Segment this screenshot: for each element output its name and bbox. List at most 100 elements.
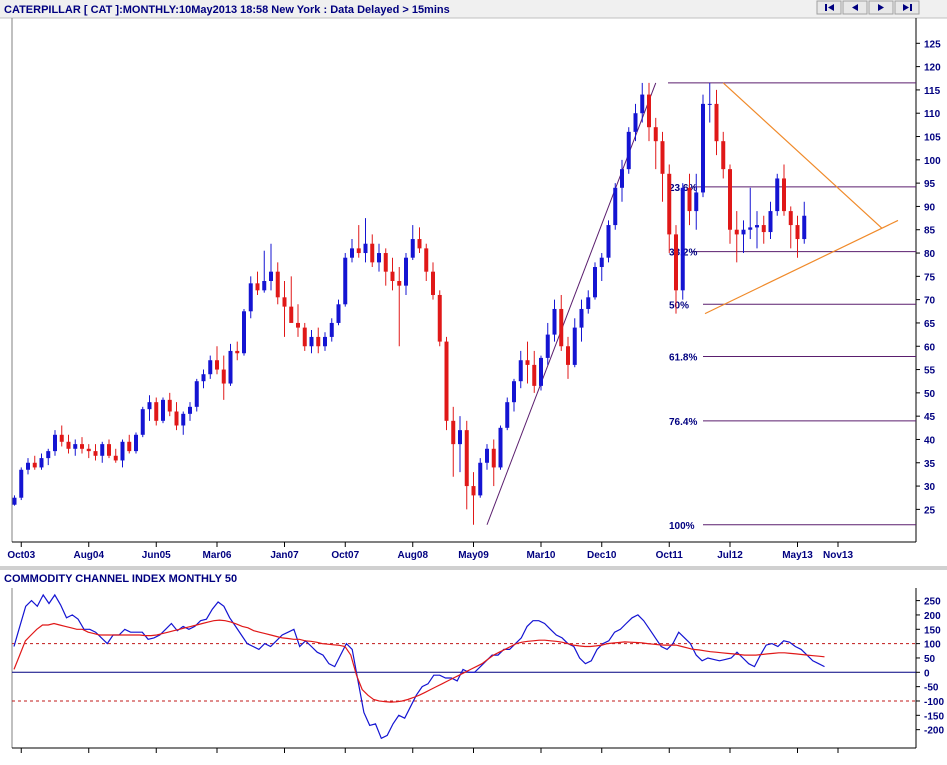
panel-separator[interactable] bbox=[0, 566, 947, 570]
trend-line bbox=[722, 82, 883, 229]
candle-body-up bbox=[518, 360, 523, 382]
candle-body-up bbox=[309, 336, 314, 347]
candle-body-down bbox=[424, 248, 429, 272]
price-y-tick-label: 95 bbox=[924, 179, 936, 190]
candle-body-down bbox=[417, 239, 422, 249]
candle-body-down bbox=[255, 283, 260, 291]
chart-title: CATERPILLAR [ CAT ]:MONTHLY:10May2013 18… bbox=[4, 4, 450, 16]
price-x-tick-label: Oct11 bbox=[656, 550, 684, 561]
candle-body-down bbox=[302, 327, 307, 347]
candle-body-up bbox=[262, 281, 267, 291]
price-y-tick-label: 80 bbox=[924, 249, 936, 260]
candle-body-down bbox=[782, 178, 786, 212]
candle-body-up bbox=[39, 458, 44, 468]
candle-body-up bbox=[53, 434, 57, 452]
candle-body-up bbox=[775, 178, 780, 212]
candle-body-up bbox=[680, 187, 685, 291]
candle-body-down bbox=[59, 434, 64, 442]
candlesticks bbox=[12, 82, 807, 525]
cci-x-ticks bbox=[20, 748, 839, 753]
first-icon[interactable] bbox=[816, 0, 842, 15]
candle-body-down bbox=[788, 211, 793, 226]
price-y-tick-label: 105 bbox=[924, 133, 941, 144]
candle-body-down bbox=[397, 281, 402, 286]
candle-body-up bbox=[46, 451, 51, 459]
price-y-tick-label: 50 bbox=[924, 389, 936, 400]
price-x-tick-label: May13 bbox=[782, 550, 813, 561]
price-y-tick-label: 70 bbox=[924, 296, 936, 307]
cci-average-line bbox=[13, 619, 825, 703]
next-icon[interactable] bbox=[868, 0, 894, 15]
candle-body-up bbox=[147, 402, 152, 410]
candle-body-up bbox=[329, 322, 334, 337]
candle-body-down bbox=[721, 141, 726, 170]
candle-body-up bbox=[208, 360, 213, 375]
candle-body-up bbox=[140, 409, 145, 435]
candle-body-up bbox=[613, 187, 618, 226]
candle-body-down bbox=[761, 225, 766, 233]
candle-body-down bbox=[431, 271, 435, 295]
fib-label: 100% bbox=[669, 521, 695, 532]
candle-body-down bbox=[215, 360, 219, 370]
candle-body-up bbox=[181, 413, 186, 426]
candle-body-up bbox=[161, 399, 165, 421]
price-y-tick-label: 75 bbox=[924, 272, 936, 283]
candle-body-down bbox=[674, 234, 678, 291]
candle-body-down bbox=[127, 441, 132, 452]
price-x-ticks: Oct03 Aug04 Jun05 Mar06 Jan07 Oct07 Aug08 May09… bbox=[7, 542, 853, 561]
candle-body-down bbox=[451, 420, 456, 445]
candle-body-up bbox=[485, 448, 489, 463]
candle-body-up bbox=[640, 94, 645, 114]
price-x-tick-label: Jan07 bbox=[270, 550, 299, 561]
price-x-tick-label: Oct03 bbox=[7, 550, 35, 561]
cci-lines bbox=[13, 593, 825, 740]
prev-icon[interactable] bbox=[842, 0, 868, 15]
price-x-tick-label: Oct07 bbox=[331, 550, 359, 561]
candle-body-down bbox=[667, 173, 672, 235]
candle-body-up bbox=[512, 381, 516, 403]
candle-body-up bbox=[755, 225, 759, 228]
candle-body-up bbox=[498, 427, 503, 468]
candle-body-up bbox=[188, 406, 192, 414]
price-y-tick-label: 30 bbox=[924, 482, 936, 493]
candle-body-up bbox=[19, 469, 24, 498]
price-x-tick-label: Mar10 bbox=[527, 550, 556, 561]
candle-body-up bbox=[458, 430, 462, 445]
price-panel: 25 30 35 40 45 50 55 60 65 70 75 80 85 90 95 100 105 110 1… bbox=[7, 18, 941, 561]
candle-body-up bbox=[201, 374, 206, 382]
candle-body-up bbox=[248, 283, 253, 312]
cci-y-tick-label: -50 bbox=[924, 683, 939, 694]
candle-body-up bbox=[768, 211, 773, 233]
last-icon[interactable] bbox=[894, 0, 920, 15]
trend-line bbox=[704, 219, 899, 315]
candle-body-up bbox=[694, 192, 699, 212]
cci-y-tick-label: 200 bbox=[924, 611, 941, 622]
candle-body-down bbox=[647, 94, 651, 128]
candle-body-up bbox=[748, 227, 753, 230]
candle-body-down bbox=[296, 322, 300, 328]
candle-body-up bbox=[134, 434, 138, 452]
price-y-tick-label: 60 bbox=[924, 342, 936, 353]
candle-body-down bbox=[167, 399, 172, 412]
candle-body-down bbox=[113, 455, 118, 461]
candle-body-up bbox=[593, 267, 597, 298]
price-y-tick-label: 85 bbox=[924, 226, 936, 237]
cci-y-tick-label: 100 bbox=[924, 640, 941, 651]
price-y-tick-label: 125 bbox=[924, 39, 941, 50]
candle-body-up bbox=[586, 297, 591, 309]
cci-title: COMMODITY CHANNEL INDEX MONTHLY 50 bbox=[4, 573, 237, 585]
candle-body-up bbox=[606, 225, 611, 258]
candle-body-down bbox=[107, 444, 111, 456]
candle-body-up bbox=[579, 308, 584, 328]
candle-body-up bbox=[539, 357, 543, 386]
candle-body-down bbox=[32, 462, 37, 468]
cci-y-tick-label: -200 bbox=[924, 726, 944, 737]
candle-body-down bbox=[559, 308, 564, 347]
candle-body-down bbox=[80, 444, 84, 449]
candle-body-up bbox=[707, 103, 712, 105]
candle-body-up bbox=[701, 103, 705, 193]
candle-body-down bbox=[728, 169, 732, 230]
